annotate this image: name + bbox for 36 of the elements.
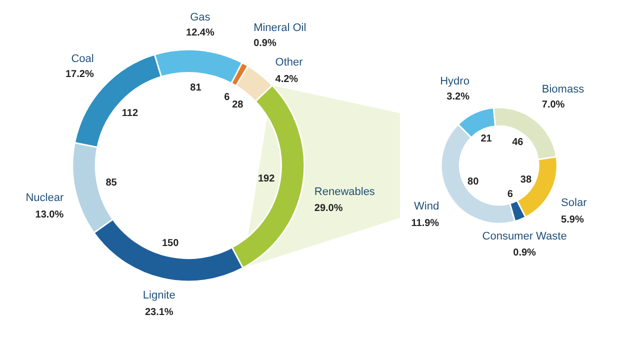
slice-label: Renewables — [314, 186, 376, 198]
data-label: 46 — [512, 137, 524, 148]
slice-label: Coal — [71, 52, 94, 65]
slice-label: Mineral Oil — [254, 22, 306, 34]
slice-label: Solar — [561, 197, 588, 210]
data-label: 28 — [232, 99, 244, 110]
slice-label: Wind — [414, 200, 440, 213]
slice-label: Consumer Waste — [482, 230, 567, 242]
data-label: 6 — [507, 189, 514, 200]
text: 4.2% — [275, 74, 298, 86]
text: 17.2% — [66, 68, 94, 80]
slice-label: Hydro — [440, 75, 470, 88]
text: 0.9% — [254, 38, 276, 50]
data-label: 85 — [106, 177, 118, 188]
text: 12.4% — [186, 27, 214, 38]
text: 29.0% — [314, 203, 343, 214]
data-label: 112 — [122, 108, 138, 120]
text: 5.9% — [561, 214, 584, 226]
data-label: 21 — [480, 134, 492, 145]
text: 7.0% — [542, 100, 565, 111]
data-label: 38 — [520, 174, 532, 186]
text: 0.9% — [513, 248, 536, 259]
data-label: 80 — [468, 176, 480, 188]
data-label: 150 — [162, 238, 180, 249]
data-label: 6 — [224, 92, 230, 104]
slice-label: Biomass — [542, 84, 585, 96]
slice-label: Other — [275, 56, 304, 69]
text: 3.2% — [446, 92, 470, 103]
text: 13.0% — [35, 210, 64, 221]
text: 23.1% — [144, 307, 174, 318]
data-label: 81 — [190, 82, 202, 94]
text: 11.9% — [411, 218, 440, 230]
data-label: 192 — [258, 174, 276, 185]
slice-label: Lignite — [142, 290, 176, 302]
slice-label: Nuclear — [26, 192, 64, 204]
slice-label: Gas — [190, 11, 211, 24]
